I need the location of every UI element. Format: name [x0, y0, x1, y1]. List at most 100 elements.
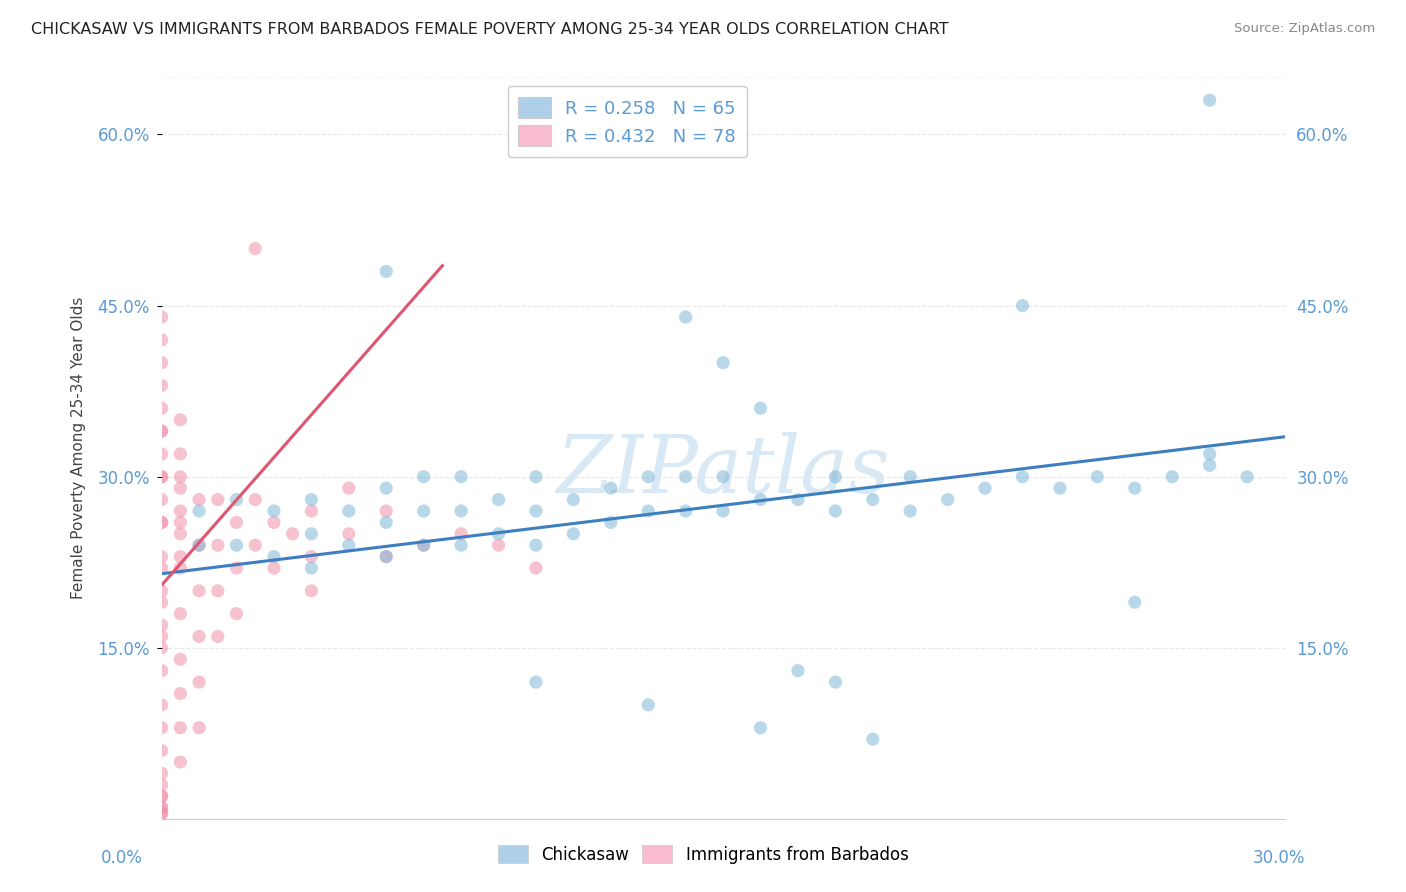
- Point: [1085, 469, 1108, 483]
- Point: [1049, 481, 1071, 495]
- Point: [150, 698, 173, 712]
- Point: [225, 607, 247, 621]
- Point: [675, 310, 697, 324]
- Point: [450, 526, 472, 541]
- Legend: R = 0.258   N = 65, R = 0.432   N = 78: R = 0.258 N = 65, R = 0.432 N = 78: [508, 87, 747, 157]
- Point: [169, 686, 191, 700]
- Point: [711, 504, 734, 518]
- Point: [412, 504, 434, 518]
- Point: [637, 698, 659, 712]
- Text: Source: ZipAtlas.com: Source: ZipAtlas.com: [1234, 22, 1375, 36]
- Point: [150, 778, 173, 792]
- Point: [524, 675, 547, 690]
- Point: [787, 664, 810, 678]
- Text: 30.0%: 30.0%: [1253, 849, 1305, 867]
- Point: [150, 806, 173, 821]
- Point: [207, 538, 229, 552]
- Point: [337, 481, 360, 495]
- Point: [524, 561, 547, 575]
- Point: [412, 469, 434, 483]
- Point: [337, 526, 360, 541]
- Text: 0.0%: 0.0%: [101, 849, 143, 867]
- Point: [169, 561, 191, 575]
- Point: [824, 675, 846, 690]
- Point: [169, 721, 191, 735]
- Point: [150, 789, 173, 804]
- Point: [412, 538, 434, 552]
- Point: [524, 504, 547, 518]
- Point: [524, 469, 547, 483]
- Point: [1011, 299, 1033, 313]
- Point: [169, 413, 191, 427]
- Point: [1198, 447, 1220, 461]
- Point: [299, 561, 322, 575]
- Point: [299, 492, 322, 507]
- Text: CHICKASAW VS IMMIGRANTS FROM BARBADOS FEMALE POVERTY AMONG 25-34 YEAR OLDS CORRE: CHICKASAW VS IMMIGRANTS FROM BARBADOS FE…: [31, 22, 949, 37]
- Point: [188, 504, 211, 518]
- Point: [375, 264, 398, 278]
- Point: [150, 469, 173, 483]
- Point: [749, 401, 772, 416]
- Point: [150, 424, 173, 438]
- Point: [299, 583, 322, 598]
- Point: [169, 607, 191, 621]
- Point: [450, 538, 472, 552]
- Point: [1123, 481, 1146, 495]
- Point: [225, 538, 247, 552]
- Point: [375, 504, 398, 518]
- Point: [150, 424, 173, 438]
- Point: [637, 469, 659, 483]
- Point: [188, 721, 211, 735]
- Point: [150, 800, 173, 814]
- Point: [169, 526, 191, 541]
- Point: [150, 549, 173, 564]
- Point: [169, 755, 191, 769]
- Point: [787, 492, 810, 507]
- Text: ZIPatlas: ZIPatlas: [557, 432, 890, 509]
- Point: [263, 549, 285, 564]
- Point: [150, 378, 173, 392]
- Point: [375, 549, 398, 564]
- Point: [450, 504, 472, 518]
- Point: [150, 561, 173, 575]
- Point: [150, 401, 173, 416]
- Point: [150, 333, 173, 347]
- Point: [150, 310, 173, 324]
- Point: [749, 721, 772, 735]
- Point: [150, 356, 173, 370]
- Point: [337, 538, 360, 552]
- Point: [207, 492, 229, 507]
- Point: [150, 806, 173, 821]
- Point: [207, 583, 229, 598]
- Point: [562, 492, 585, 507]
- Point: [675, 469, 697, 483]
- Point: [245, 538, 267, 552]
- Point: [375, 481, 398, 495]
- Point: [749, 492, 772, 507]
- Point: [562, 526, 585, 541]
- Point: [188, 538, 211, 552]
- Point: [169, 516, 191, 530]
- Point: [150, 630, 173, 644]
- Point: [150, 516, 173, 530]
- Point: [150, 469, 173, 483]
- Point: [207, 630, 229, 644]
- Point: [150, 640, 173, 655]
- Point: [450, 469, 472, 483]
- Point: [375, 549, 398, 564]
- Point: [974, 481, 997, 495]
- Point: [862, 492, 884, 507]
- Point: [599, 481, 621, 495]
- Point: [169, 549, 191, 564]
- Point: [188, 492, 211, 507]
- Point: [375, 516, 398, 530]
- Point: [263, 561, 285, 575]
- Point: [488, 526, 510, 541]
- Point: [1198, 93, 1220, 107]
- Point: [169, 504, 191, 518]
- Point: [1236, 469, 1258, 483]
- Legend: Chickasaw, Immigrants from Barbados: Chickasaw, Immigrants from Barbados: [491, 838, 915, 871]
- Point: [299, 526, 322, 541]
- Point: [299, 504, 322, 518]
- Point: [1161, 469, 1184, 483]
